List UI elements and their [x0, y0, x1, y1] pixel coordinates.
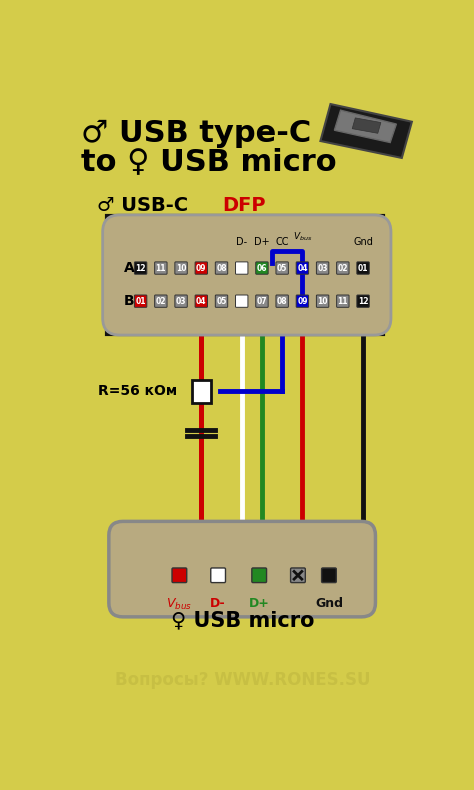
- Text: CC: CC: [275, 237, 289, 247]
- Text: $V_{bus}$: $V_{bus}$: [293, 231, 312, 243]
- Text: 06: 06: [237, 297, 247, 306]
- Text: Gnd: Gnd: [315, 596, 343, 610]
- FancyBboxPatch shape: [357, 295, 369, 307]
- Text: 12: 12: [358, 297, 368, 306]
- FancyBboxPatch shape: [337, 295, 349, 307]
- Text: 04: 04: [196, 297, 207, 306]
- FancyBboxPatch shape: [252, 568, 266, 582]
- FancyBboxPatch shape: [155, 295, 167, 307]
- FancyBboxPatch shape: [211, 568, 226, 582]
- Text: 05: 05: [216, 297, 227, 306]
- FancyBboxPatch shape: [192, 380, 210, 403]
- Text: Gnd: Gnd: [353, 237, 373, 247]
- FancyBboxPatch shape: [236, 295, 248, 307]
- Text: A: A: [124, 261, 134, 275]
- FancyBboxPatch shape: [276, 262, 288, 274]
- Text: to ♀ USB micro: to ♀ USB micro: [81, 147, 337, 176]
- Text: D-: D-: [236, 237, 247, 247]
- FancyBboxPatch shape: [291, 568, 305, 582]
- Polygon shape: [320, 104, 412, 158]
- Text: DFP: DFP: [222, 197, 265, 216]
- FancyBboxPatch shape: [175, 262, 187, 274]
- Text: D-: D-: [210, 596, 226, 610]
- FancyBboxPatch shape: [109, 521, 375, 617]
- Polygon shape: [352, 118, 381, 134]
- FancyBboxPatch shape: [215, 262, 228, 274]
- FancyBboxPatch shape: [195, 262, 208, 274]
- FancyBboxPatch shape: [172, 568, 187, 582]
- FancyBboxPatch shape: [175, 295, 187, 307]
- Text: ♂ USB type-C: ♂ USB type-C: [81, 119, 311, 149]
- FancyBboxPatch shape: [317, 262, 329, 274]
- Text: 01: 01: [358, 264, 368, 273]
- FancyBboxPatch shape: [103, 215, 391, 335]
- Text: 02: 02: [337, 264, 348, 273]
- FancyBboxPatch shape: [256, 262, 268, 274]
- FancyBboxPatch shape: [296, 295, 309, 307]
- Text: $V_{bus}$: $V_{bus}$: [166, 596, 192, 612]
- FancyBboxPatch shape: [317, 295, 329, 307]
- FancyBboxPatch shape: [135, 262, 147, 274]
- Text: ♀ USB micro: ♀ USB micro: [171, 611, 315, 630]
- Text: 12: 12: [136, 264, 146, 273]
- FancyBboxPatch shape: [195, 295, 208, 307]
- Text: 08: 08: [216, 264, 227, 273]
- Text: R=56 кОм: R=56 кОм: [98, 384, 177, 398]
- Text: B: B: [124, 294, 134, 308]
- Text: 11: 11: [337, 297, 348, 306]
- FancyBboxPatch shape: [215, 295, 228, 307]
- Text: 07: 07: [256, 297, 267, 306]
- Text: Вопросы? WWW.RONES.SU: Вопросы? WWW.RONES.SU: [115, 671, 371, 689]
- FancyBboxPatch shape: [337, 262, 349, 274]
- Text: 03: 03: [318, 264, 328, 273]
- Text: 02: 02: [155, 297, 166, 306]
- Text: 07: 07: [237, 264, 247, 273]
- FancyBboxPatch shape: [155, 262, 167, 274]
- FancyBboxPatch shape: [321, 568, 337, 582]
- Text: 03: 03: [176, 297, 186, 306]
- Text: 08: 08: [277, 297, 287, 306]
- FancyBboxPatch shape: [276, 295, 288, 307]
- FancyBboxPatch shape: [357, 262, 369, 274]
- Text: 05: 05: [277, 264, 287, 273]
- Text: 11: 11: [155, 264, 166, 273]
- Polygon shape: [334, 110, 396, 142]
- Text: ♂ USB-C: ♂ USB-C: [97, 197, 195, 216]
- FancyBboxPatch shape: [256, 295, 268, 307]
- Text: 01: 01: [136, 297, 146, 306]
- Text: 06: 06: [257, 264, 267, 273]
- FancyBboxPatch shape: [296, 262, 309, 274]
- Text: D+: D+: [249, 596, 270, 610]
- Text: D+: D+: [254, 237, 270, 247]
- Text: 10: 10: [176, 264, 186, 273]
- FancyBboxPatch shape: [135, 295, 147, 307]
- Text: 04: 04: [297, 264, 308, 273]
- FancyBboxPatch shape: [236, 262, 248, 274]
- Text: 09: 09: [297, 297, 308, 306]
- Text: 09: 09: [196, 264, 207, 273]
- Text: 10: 10: [318, 297, 328, 306]
